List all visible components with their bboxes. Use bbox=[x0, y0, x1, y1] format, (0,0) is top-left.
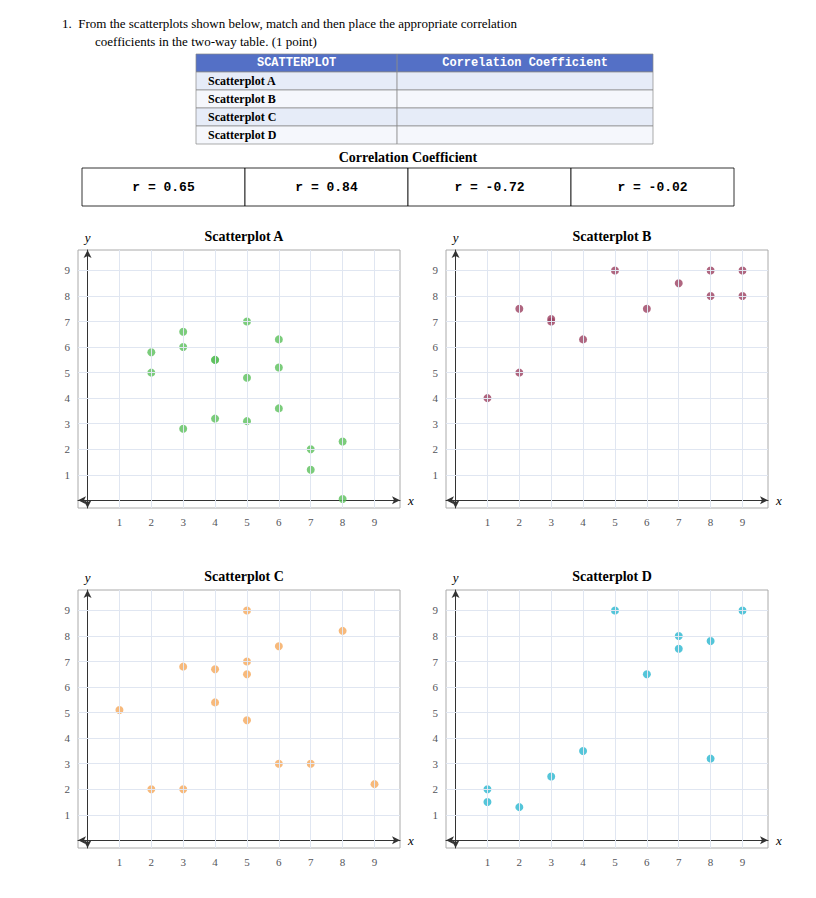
svg-text:r = 0.84: r = 0.84 bbox=[295, 180, 358, 195]
svg-text:7: 7 bbox=[65, 316, 71, 328]
svg-text:8: 8 bbox=[65, 630, 71, 642]
svg-text:2: 2 bbox=[149, 856, 155, 868]
svg-text:4: 4 bbox=[433, 732, 439, 744]
svg-text:6: 6 bbox=[276, 516, 282, 528]
svg-text:3: 3 bbox=[65, 418, 71, 430]
svg-text:7: 7 bbox=[433, 656, 439, 668]
svg-text:6: 6 bbox=[644, 856, 650, 868]
svg-text:7: 7 bbox=[676, 516, 682, 528]
svg-text:5: 5 bbox=[65, 367, 71, 379]
svg-text:y: y bbox=[83, 230, 91, 245]
svg-text:x: x bbox=[407, 493, 414, 508]
svg-text:5: 5 bbox=[244, 856, 250, 868]
svg-text:2: 2 bbox=[149, 516, 155, 528]
svg-text:r = -0.72: r = -0.72 bbox=[454, 180, 524, 195]
svg-text:2: 2 bbox=[433, 443, 439, 455]
svg-text:6: 6 bbox=[644, 516, 650, 528]
svg-text:9: 9 bbox=[740, 516, 746, 528]
svg-text:2: 2 bbox=[433, 783, 439, 795]
svg-text:8: 8 bbox=[65, 290, 71, 302]
svg-text:1: 1 bbox=[485, 516, 491, 528]
svg-text:SCATTERPLOT: SCATTERPLOT bbox=[257, 56, 336, 70]
svg-text:2: 2 bbox=[65, 783, 71, 795]
svg-text:r = 0.65: r = 0.65 bbox=[132, 180, 195, 195]
svg-text:1: 1 bbox=[65, 469, 71, 481]
svg-text:2: 2 bbox=[517, 516, 523, 528]
svg-text:x: x bbox=[775, 493, 782, 508]
svg-text:4: 4 bbox=[433, 392, 439, 404]
svg-text:4: 4 bbox=[212, 516, 218, 528]
svg-text:9: 9 bbox=[433, 604, 439, 616]
svg-text:Scatterplot A: Scatterplot A bbox=[205, 229, 285, 244]
svg-text:y: y bbox=[451, 230, 459, 245]
svg-text:8: 8 bbox=[340, 856, 346, 868]
svg-text:2: 2 bbox=[65, 443, 71, 455]
svg-text:6: 6 bbox=[65, 341, 71, 353]
svg-text:Scatterplot B: Scatterplot B bbox=[573, 229, 652, 244]
svg-text:6: 6 bbox=[433, 341, 439, 353]
svg-text:1: 1 bbox=[433, 469, 439, 481]
svg-text:8: 8 bbox=[708, 856, 714, 868]
svg-text:9: 9 bbox=[65, 604, 71, 616]
svg-text:5: 5 bbox=[433, 367, 439, 379]
svg-text:6: 6 bbox=[276, 856, 282, 868]
svg-text:4: 4 bbox=[65, 732, 71, 744]
svg-text:4: 4 bbox=[580, 516, 586, 528]
svg-text:y: y bbox=[451, 570, 459, 585]
svg-text:Scatterplot D: Scatterplot D bbox=[572, 569, 652, 584]
svg-text:7: 7 bbox=[65, 656, 71, 668]
svg-text:6: 6 bbox=[433, 681, 439, 693]
svg-text:r = -0.02: r = -0.02 bbox=[617, 180, 687, 195]
svg-text:Scatterplot C: Scatterplot C bbox=[204, 569, 284, 584]
svg-text:8: 8 bbox=[433, 290, 439, 302]
svg-text:6: 6 bbox=[65, 681, 71, 693]
svg-text:5: 5 bbox=[612, 516, 618, 528]
svg-text:8: 8 bbox=[433, 630, 439, 642]
svg-text:3: 3 bbox=[433, 758, 439, 770]
svg-text:Scatterplot B: Scatterplot B bbox=[208, 92, 276, 106]
svg-text:9: 9 bbox=[372, 856, 378, 868]
svg-text:4: 4 bbox=[580, 856, 586, 868]
svg-text:1. From the scatterplots show: 1. From the scatterplots shown below, ma… bbox=[62, 16, 518, 31]
svg-text:4: 4 bbox=[65, 392, 71, 404]
svg-text:coefficients in the two-way ta: coefficients in the two-way table. (1 po… bbox=[95, 34, 317, 49]
svg-text:1: 1 bbox=[65, 809, 71, 821]
svg-text:1: 1 bbox=[433, 809, 439, 821]
svg-text:1: 1 bbox=[117, 516, 123, 528]
svg-text:y: y bbox=[83, 570, 91, 585]
svg-text:3: 3 bbox=[548, 516, 554, 528]
svg-text:3: 3 bbox=[548, 856, 554, 868]
svg-text:3: 3 bbox=[65, 758, 71, 770]
svg-text:Correlation Coefficient: Correlation Coefficient bbox=[442, 56, 608, 70]
svg-text:5: 5 bbox=[612, 856, 618, 868]
svg-text:Scatterplot D: Scatterplot D bbox=[208, 128, 277, 142]
svg-text:x: x bbox=[407, 833, 414, 848]
svg-text:3: 3 bbox=[180, 516, 186, 528]
svg-text:9: 9 bbox=[740, 856, 746, 868]
svg-text:Scatterplot C: Scatterplot C bbox=[208, 110, 276, 124]
svg-text:1: 1 bbox=[485, 856, 491, 868]
svg-text:8: 8 bbox=[708, 516, 714, 528]
svg-text:5: 5 bbox=[433, 707, 439, 719]
svg-text:2: 2 bbox=[517, 856, 523, 868]
svg-text:7: 7 bbox=[676, 856, 682, 868]
svg-text:9: 9 bbox=[433, 264, 439, 276]
svg-text:Scatterplot A: Scatterplot A bbox=[208, 74, 276, 88]
svg-text:5: 5 bbox=[244, 516, 250, 528]
svg-text:5: 5 bbox=[65, 707, 71, 719]
svg-text:Correlation Coefficient: Correlation Coefficient bbox=[339, 150, 478, 165]
svg-text:9: 9 bbox=[65, 264, 71, 276]
svg-text:9: 9 bbox=[372, 516, 378, 528]
svg-text:7: 7 bbox=[433, 316, 439, 328]
svg-text:8: 8 bbox=[340, 516, 346, 528]
svg-text:1: 1 bbox=[117, 856, 123, 868]
svg-text:7: 7 bbox=[308, 856, 314, 868]
svg-text:4: 4 bbox=[212, 856, 218, 868]
svg-text:7: 7 bbox=[308, 516, 314, 528]
svg-text:x: x bbox=[775, 833, 782, 848]
svg-text:3: 3 bbox=[433, 418, 439, 430]
svg-text:3: 3 bbox=[180, 856, 186, 868]
